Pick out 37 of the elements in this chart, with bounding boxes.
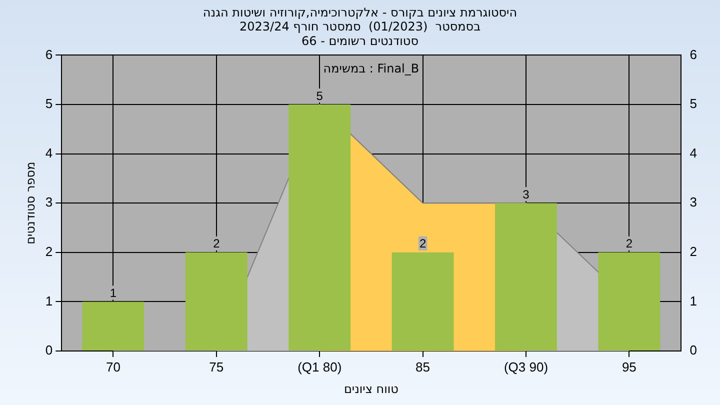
bar: [185, 252, 248, 350]
chart-subtitle: בסמסטר (01/2023) סמסטר חורף 2023/24 סטודנטים רשומים - 66: [239, 20, 481, 48]
y-tick-label: 2: [45, 244, 53, 259]
annotation: במשימה : Final_B: [323, 61, 420, 76]
y2-tick-label: 6: [690, 46, 698, 62]
x-axis-title: טווח ציונים: [344, 382, 399, 396]
bar: [82, 302, 144, 350]
y2-tick-label: 0: [690, 342, 698, 358]
x-tick-label: 85: [416, 359, 430, 374]
chart-title: היסטוגרמת ציונים בקורס - אלקטרוכימיה,קורוזיה ושיטות הגנה: [202, 5, 518, 20]
y2-tick-label: 1: [690, 293, 698, 308]
x-tick-label: 95: [622, 359, 636, 374]
y-tick-label: 3: [45, 194, 53, 210]
data-label: 3: [522, 187, 530, 202]
y2-tick-label: 4: [690, 145, 698, 160]
x-tick-label: 75: [209, 359, 224, 374]
data-label: 2: [213, 236, 220, 251]
y2-tick-label: 5: [690, 96, 698, 112]
bar: [598, 252, 660, 350]
y-tick-label: 6: [45, 46, 53, 62]
x-tick-label: (Q1 80): [298, 359, 342, 374]
y2-tick-label: 2: [690, 244, 698, 259]
data-label: 1: [110, 286, 117, 300]
x-tick-label: (Q3 90): [504, 359, 548, 374]
data-label: 5: [316, 88, 324, 103]
bar: [392, 252, 454, 350]
bar: [288, 104, 351, 350]
data-label: 2: [419, 236, 426, 251]
bar: [495, 203, 557, 350]
y-axis-title: מספר סטודנטים: [23, 162, 38, 244]
data-label: 2: [626, 236, 633, 251]
x-tick-label: 70: [106, 359, 120, 374]
y-tick-label: 1: [45, 293, 53, 308]
y-tick-label: 5: [45, 96, 53, 112]
y-tick-label: 0: [45, 342, 53, 358]
y-tick-label: 4: [45, 145, 53, 160]
y2-tick-label: 3: [690, 194, 698, 210]
